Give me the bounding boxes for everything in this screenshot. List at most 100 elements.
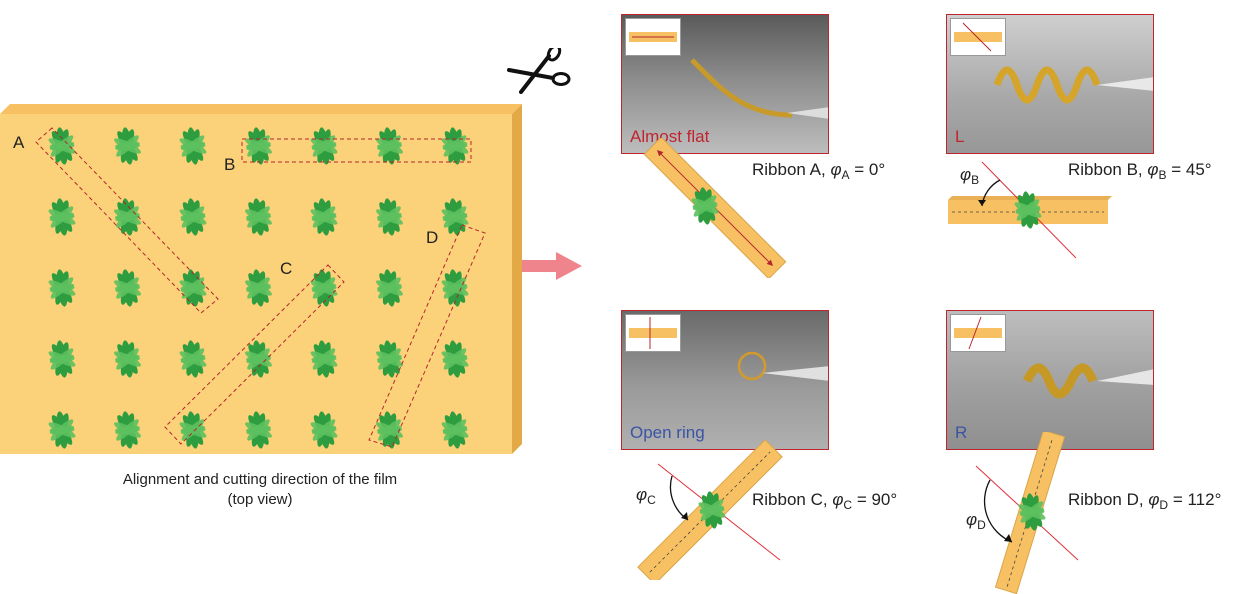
ribbon-a-label: Ribbon A, φA = 0° bbox=[752, 160, 886, 182]
flower-petal bbox=[442, 426, 468, 434]
flower-petal bbox=[1015, 206, 1041, 214]
flower-domain bbox=[376, 127, 403, 165]
ribbon-c-illustration bbox=[637, 440, 783, 580]
flower-petal bbox=[311, 284, 337, 292]
flower-domain bbox=[114, 340, 141, 378]
flower-petal bbox=[115, 355, 140, 363]
flower-domain bbox=[376, 198, 403, 236]
flower-petal bbox=[246, 213, 271, 221]
flower-domain bbox=[245, 198, 272, 236]
flower-domain bbox=[114, 411, 141, 449]
flower-domain bbox=[310, 198, 338, 236]
flower-petal bbox=[1019, 508, 1045, 516]
flower-domain bbox=[48, 340, 76, 378]
photo-tag-a: Almost flat bbox=[630, 127, 710, 146]
flower-petal bbox=[49, 426, 75, 434]
caption-line-1: Alignment and cutting direction of the f… bbox=[122, 471, 398, 488]
flower-domain bbox=[1018, 493, 1046, 531]
flower-petal bbox=[49, 142, 75, 150]
flower-petal bbox=[49, 213, 75, 221]
flower-domain bbox=[310, 340, 338, 378]
ribbon-d-label: Ribbon D, φD = 112° bbox=[1068, 490, 1222, 512]
photo-ribbon-b: L bbox=[946, 14, 1154, 154]
flower-domain bbox=[114, 127, 141, 165]
photo-ribbon-a: Almost flat bbox=[621, 14, 829, 154]
flower-domain bbox=[698, 491, 726, 529]
flower-petal bbox=[180, 284, 206, 292]
photo-inset-a bbox=[625, 18, 681, 56]
flower-petal bbox=[311, 142, 337, 150]
photo-tag-b: L bbox=[955, 127, 965, 146]
flower-petal bbox=[246, 284, 271, 292]
flower-petal bbox=[377, 142, 402, 150]
flower-petal bbox=[442, 355, 468, 363]
right-arrow-icon bbox=[522, 252, 582, 280]
flower-petal bbox=[180, 355, 206, 363]
flower-domain bbox=[376, 411, 403, 449]
flower-petal bbox=[692, 202, 718, 210]
flower-petal bbox=[115, 284, 140, 292]
flower-domain bbox=[179, 411, 207, 449]
flower-petal bbox=[442, 213, 468, 221]
ribbon-b-label: Ribbon B, φB = 45° bbox=[1068, 160, 1212, 182]
caption-line-2: (top view) bbox=[227, 491, 293, 508]
photo-tag-d: R bbox=[955, 423, 968, 442]
cut-outlines bbox=[35, 127, 486, 448]
flower-grid bbox=[48, 127, 469, 449]
flower-domain bbox=[179, 127, 207, 165]
ribbon-d-angle-symbol: φD bbox=[966, 510, 986, 532]
cut-label-b: B bbox=[224, 155, 236, 174]
film-diagram bbox=[0, 104, 522, 454]
flower-petal bbox=[377, 355, 402, 363]
flower-petal bbox=[699, 506, 725, 514]
scissors-icon bbox=[507, 48, 571, 94]
ribbon-c-label: Ribbon C, φC = 90° bbox=[752, 490, 898, 512]
flower-petal bbox=[377, 284, 402, 292]
flower-petal bbox=[377, 213, 402, 221]
photo-ribbon-d: R bbox=[946, 310, 1154, 450]
ribbon-b-illustration bbox=[948, 161, 1112, 259]
flower-petal bbox=[180, 213, 206, 221]
flower-domain bbox=[48, 269, 76, 307]
flower-domain bbox=[179, 198, 207, 236]
photo-inset-c bbox=[625, 314, 681, 352]
flower-domain bbox=[245, 127, 272, 165]
flower-domain bbox=[48, 411, 76, 449]
flower-petal bbox=[49, 355, 75, 363]
flower-domain bbox=[441, 340, 469, 378]
photo-tag-c: Open ring bbox=[630, 423, 705, 442]
flower-domain bbox=[48, 198, 76, 236]
photo-ribbon-c: Open ring bbox=[621, 310, 829, 450]
flower-petal bbox=[115, 213, 140, 221]
ribbon-b-angle-symbol: φB bbox=[960, 165, 980, 187]
photo-inset-d bbox=[950, 314, 1006, 352]
flower-domain bbox=[376, 340, 403, 378]
cut-label-d: D bbox=[426, 228, 439, 247]
flower-petal bbox=[246, 426, 271, 434]
flower-domain bbox=[114, 269, 141, 307]
flower-domain bbox=[310, 269, 338, 307]
flower-petal bbox=[115, 426, 140, 434]
flower-petal bbox=[442, 284, 468, 292]
flower-domain bbox=[245, 411, 272, 449]
flower-domain bbox=[310, 411, 338, 449]
film-caption: Alignment and cutting direction of the f… bbox=[0, 470, 520, 510]
flower-domain bbox=[376, 269, 403, 307]
flower-domain bbox=[310, 127, 338, 165]
cut-label-a: A bbox=[13, 133, 25, 152]
cut-label-c: C bbox=[280, 259, 293, 278]
flower-petal bbox=[180, 426, 206, 434]
flower-petal bbox=[115, 142, 140, 150]
flower-petal bbox=[180, 142, 206, 150]
flower-petal bbox=[442, 142, 468, 150]
flower-petal bbox=[311, 426, 337, 434]
flower-petal bbox=[311, 355, 337, 363]
ribbon-d-illustration bbox=[975, 432, 1079, 594]
ribbon-a-illustration bbox=[643, 138, 787, 278]
flower-domain bbox=[691, 187, 719, 225]
flower-domain bbox=[1014, 191, 1042, 229]
flower-domain bbox=[245, 269, 272, 307]
flower-petal bbox=[49, 284, 75, 292]
flower-domain bbox=[179, 269, 207, 307]
flower-domain bbox=[179, 340, 207, 378]
